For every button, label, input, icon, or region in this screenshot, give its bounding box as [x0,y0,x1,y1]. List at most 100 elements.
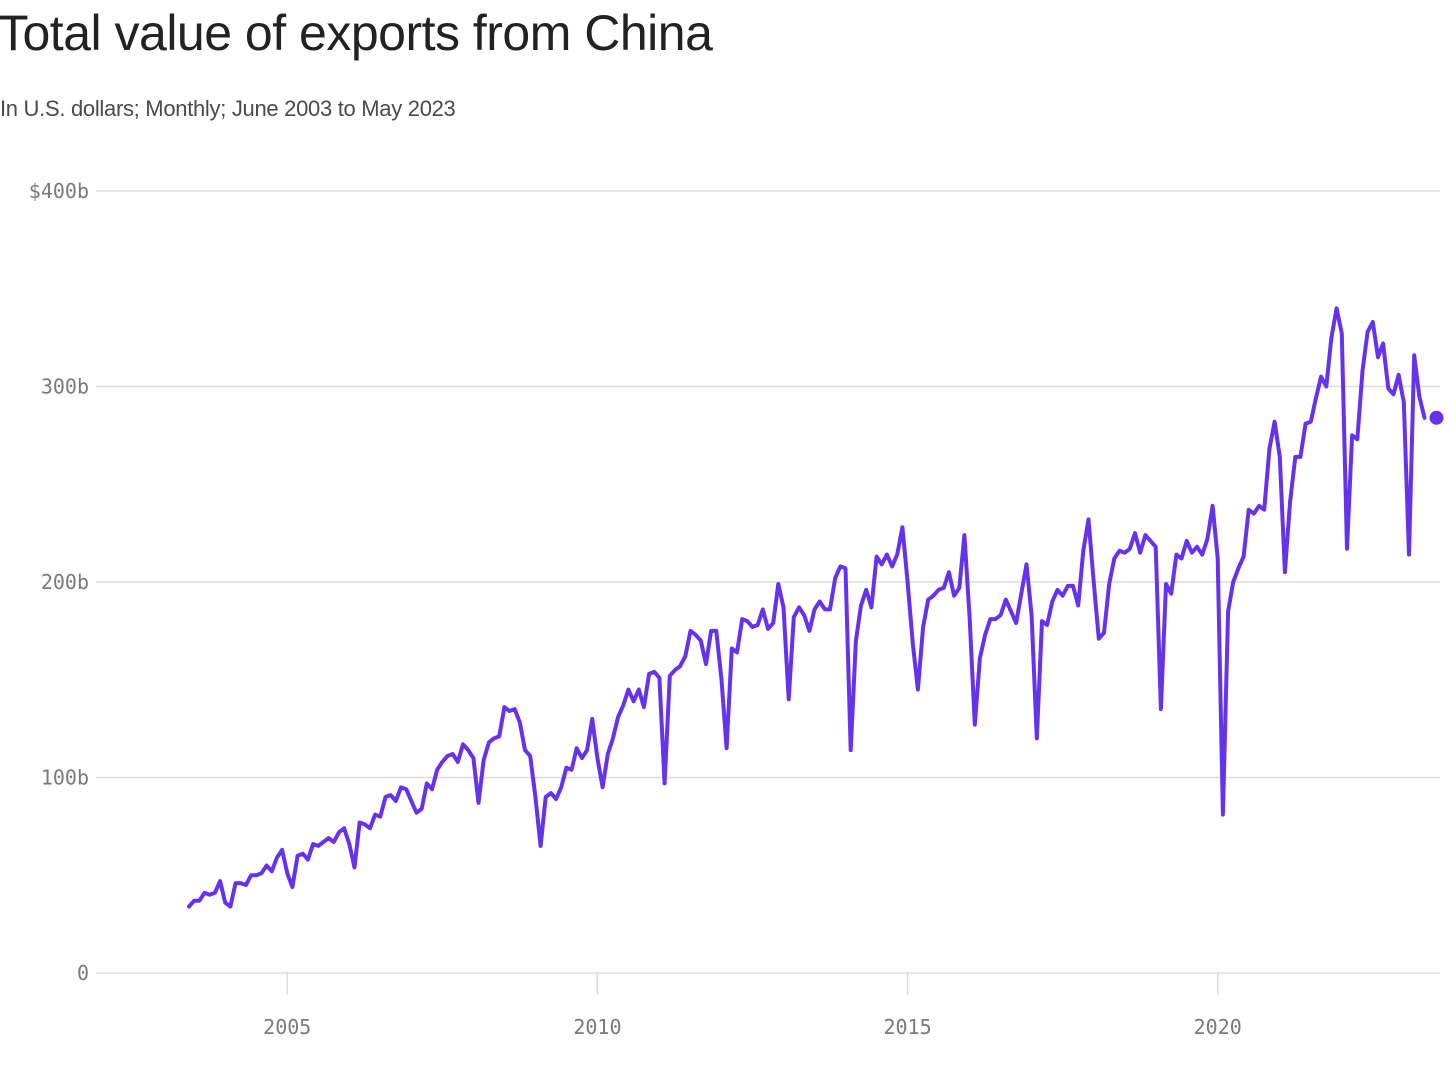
data-point [1097,637,1101,641]
data-point [197,899,201,903]
data-point [280,848,284,852]
data-point [1288,500,1292,504]
data-point [1102,631,1106,635]
data-point [854,639,858,643]
data-point [849,748,853,752]
data-point [761,607,765,611]
data-point [833,576,837,580]
data-point [1257,504,1261,508]
data-point [384,795,388,799]
data-point [678,664,682,668]
data-point [1076,604,1080,608]
data-point [259,871,263,875]
data-point [270,869,274,873]
data-point [668,674,672,678]
data-point [223,901,227,905]
data-point [797,605,801,609]
data-point [838,564,842,568]
data-point [409,799,413,803]
data-point [869,605,873,609]
data-point [694,633,698,637]
data-point [776,582,780,586]
data-point [1273,420,1277,424]
data-point [1397,373,1401,377]
data-point [1252,512,1256,516]
data-point [492,736,496,740]
data-point [642,705,646,709]
chart-subtitle: In U.S. dollars; Monthly; June 2003 to M… [0,96,456,121]
data-point [1221,813,1225,817]
data-point [1081,549,1085,553]
data-point [389,793,393,797]
data-point [947,570,951,574]
data-point [1293,455,1297,459]
data-point [1417,394,1421,398]
data-point [368,826,372,830]
data-point [792,615,796,619]
data-point [1014,621,1018,625]
data-point [497,734,501,738]
data-point [828,607,832,611]
data-point [290,885,294,889]
data-point [585,748,589,752]
data-point [771,621,775,625]
data-point [885,553,889,557]
data-point [699,639,703,643]
data-point [999,613,1003,617]
data-point [1112,557,1116,561]
data-point [725,746,729,750]
data-point [482,758,486,762]
data-point [1236,566,1240,570]
data-point [1092,580,1096,584]
data-point [1154,545,1158,549]
data-point [844,566,848,570]
data-point [477,801,481,805]
data-point [926,598,930,602]
data-point [1035,736,1039,740]
data-point [978,656,982,660]
data-point [621,703,625,707]
data-point [580,756,584,760]
data-point [342,826,346,830]
data-point [1226,609,1230,613]
data-point [720,678,724,682]
data-point [575,746,579,750]
data-point [590,717,594,721]
data-point [1423,416,1427,420]
data-point [1335,306,1339,310]
data-point [1174,553,1178,557]
data-point [1066,584,1070,588]
data-point [1004,598,1008,602]
data-point [363,822,367,826]
data-point [1309,420,1313,424]
data-point [601,785,605,789]
data-point [1195,545,1199,549]
series-line [187,306,1427,909]
data-point [420,807,424,811]
data-point [957,586,961,590]
data-point [1045,623,1049,627]
data-point [1185,539,1189,543]
data-point [859,604,863,608]
data-point [554,797,558,801]
data-point [1386,387,1390,391]
data-point [234,881,238,885]
data-point [570,768,574,772]
data-point [337,830,341,834]
data-point [1123,551,1127,555]
data-point [952,594,956,598]
series-layer [187,306,1427,909]
data-point [451,752,455,756]
data-point [1118,549,1122,553]
data-point [813,607,817,611]
data-point [1298,455,1302,459]
data-point [228,905,232,909]
data-point [239,881,243,885]
data-point [1314,396,1318,400]
data-point [1242,555,1246,559]
data-point [921,625,925,629]
data-point [446,754,450,758]
data-point [766,627,770,631]
data-point [301,852,305,856]
data-points [197,306,1444,909]
